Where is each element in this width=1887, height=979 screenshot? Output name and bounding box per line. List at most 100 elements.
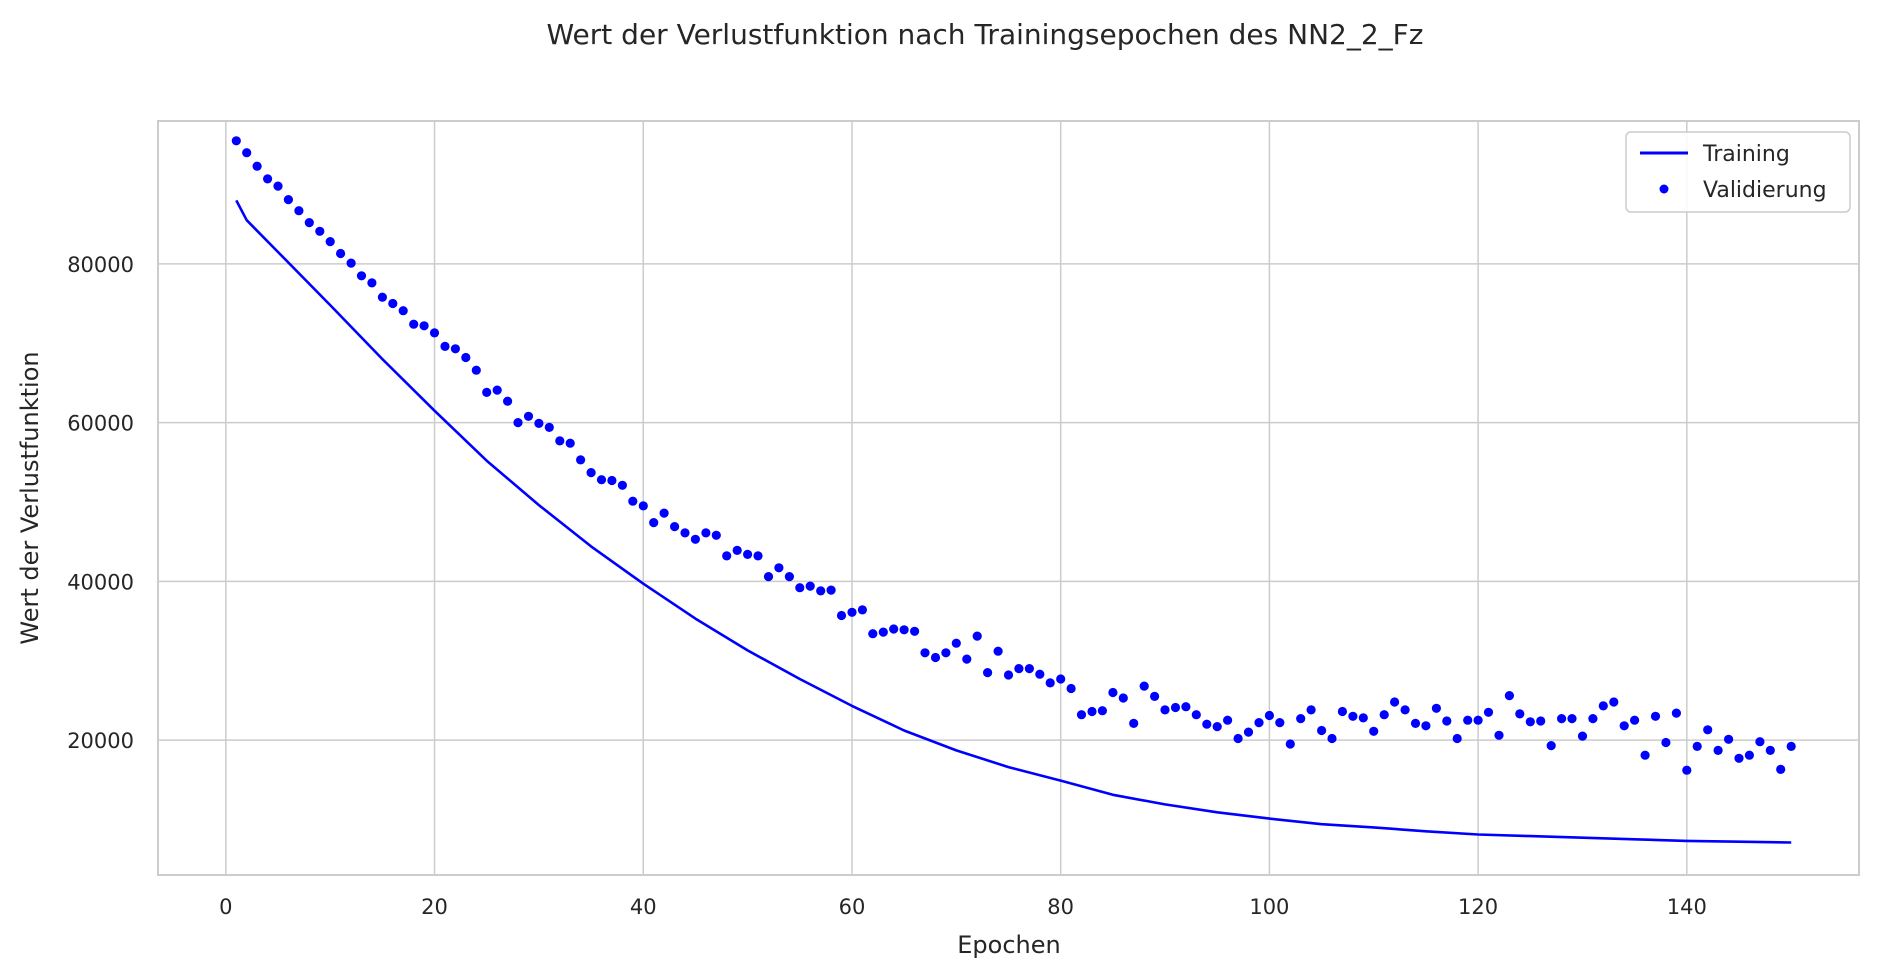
validation-point xyxy=(388,298,398,309)
validation-point xyxy=(586,468,596,478)
validation-point xyxy=(440,341,450,351)
validation-point xyxy=(763,572,774,582)
validation-point xyxy=(1118,693,1128,703)
validation-point xyxy=(315,226,325,236)
validation-point xyxy=(503,396,513,406)
validation-point xyxy=(356,271,367,281)
validation-point xyxy=(1087,706,1097,717)
validation-point xyxy=(743,549,753,560)
validation-point xyxy=(1390,697,1400,707)
validation-point xyxy=(1056,674,1066,684)
validation-point xyxy=(701,528,711,538)
validation-point xyxy=(1525,717,1535,727)
validation-point xyxy=(1557,714,1567,724)
y-axis-label: Wert der Verlustfunktion xyxy=(16,351,44,644)
validation-point xyxy=(1776,764,1786,775)
validation-point xyxy=(1097,706,1107,716)
validation-point xyxy=(534,418,544,428)
validation-point xyxy=(1598,701,1608,711)
validation-point xyxy=(983,668,993,678)
validation-point xyxy=(1682,765,1692,775)
y-tick-label: 60000 xyxy=(67,412,134,436)
validation-point xyxy=(1285,739,1295,749)
x-tick-label: 60 xyxy=(839,895,866,919)
validation-point xyxy=(346,258,356,268)
validation-point xyxy=(1431,703,1441,713)
validation-point xyxy=(1150,691,1160,702)
validation-point xyxy=(670,522,680,532)
validation-point xyxy=(231,136,241,146)
validation-point xyxy=(784,572,795,582)
validation-point xyxy=(1640,750,1650,760)
validation-point xyxy=(1045,678,1055,688)
x-axis-ticks: 0 20 40 60 80 100 120 140 xyxy=(219,895,1707,919)
legend: Training Validierung xyxy=(1625,131,1851,213)
validation-point xyxy=(1003,670,1014,680)
x-tick-label: 140 xyxy=(1667,895,1707,919)
validation-point xyxy=(1139,681,1149,691)
validation-point xyxy=(1379,710,1389,720)
validation-point xyxy=(1734,753,1744,763)
validation-point xyxy=(1035,669,1045,679)
validation-point xyxy=(889,624,899,634)
validation-point xyxy=(252,161,262,171)
validation-point xyxy=(774,563,784,573)
validation-point xyxy=(1024,664,1034,674)
validation-point xyxy=(659,508,669,518)
validation-point xyxy=(1755,737,1765,747)
validation-point xyxy=(461,352,471,363)
validation-point xyxy=(325,237,335,247)
validation-point xyxy=(1536,716,1546,726)
validation-point xyxy=(951,638,961,648)
validation-point xyxy=(273,181,283,191)
validation-point xyxy=(1306,705,1316,715)
validation-point xyxy=(263,174,273,184)
validation-point xyxy=(544,422,554,432)
validation-point xyxy=(1223,715,1233,725)
y-tick-label: 40000 xyxy=(67,570,134,594)
validation-point xyxy=(1692,741,1702,752)
validation-point xyxy=(1358,713,1368,723)
validation-point xyxy=(1515,709,1525,719)
validation-point xyxy=(419,321,429,331)
validation-point xyxy=(1181,702,1191,712)
validation-point xyxy=(1442,716,1452,726)
validation-point xyxy=(680,528,690,538)
x-tick-label: 0 xyxy=(219,895,232,919)
validation-point xyxy=(1630,715,1640,725)
validation-point xyxy=(1369,726,1379,736)
validation-point xyxy=(962,654,972,664)
chart-title: Wert der Verlustfunktion nach Trainingse… xyxy=(547,18,1424,51)
validation-point xyxy=(1202,719,1212,729)
validation-point xyxy=(482,387,492,397)
x-tick-label: 40 xyxy=(630,895,657,919)
validation-point xyxy=(1275,718,1285,728)
validation-point xyxy=(1567,714,1577,724)
validation-point xyxy=(294,206,304,216)
legend-validation-point-marker xyxy=(1659,184,1669,194)
validation-point xyxy=(409,319,419,329)
plot-area-frame xyxy=(157,120,1860,876)
validation-point xyxy=(1317,725,1327,736)
y-tick-label: 20000 xyxy=(67,729,134,753)
validation-point xyxy=(868,629,878,639)
validation-point xyxy=(1703,725,1713,735)
validation-point xyxy=(1765,745,1775,756)
x-tick-label: 120 xyxy=(1458,895,1498,919)
validation-point xyxy=(304,218,314,228)
series-layer xyxy=(231,136,1796,844)
validation-point xyxy=(857,605,868,615)
validation-point xyxy=(283,195,293,205)
validation-point xyxy=(1452,733,1462,744)
validation-point xyxy=(1473,715,1483,725)
validation-point xyxy=(1588,714,1598,724)
validation-point xyxy=(1014,664,1024,674)
validation-point xyxy=(711,530,721,540)
y-tick-label: 80000 xyxy=(67,253,134,277)
validation-point xyxy=(1212,722,1222,732)
validation-point xyxy=(722,551,732,561)
validation-point xyxy=(826,585,836,595)
validation-point xyxy=(638,501,648,511)
validation-point xyxy=(1650,711,1661,721)
